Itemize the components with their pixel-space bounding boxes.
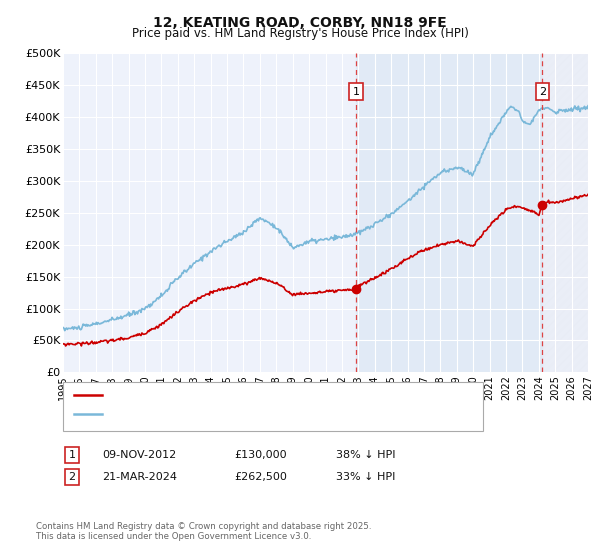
- Text: Contains HM Land Registry data © Crown copyright and database right 2025.
This d: Contains HM Land Registry data © Crown c…: [36, 522, 371, 542]
- Text: £262,500: £262,500: [234, 472, 287, 482]
- Text: £130,000: £130,000: [234, 450, 287, 460]
- Text: 33% ↓ HPI: 33% ↓ HPI: [336, 472, 395, 482]
- Text: HPI: Average price, detached house, North Northamptonshire: HPI: Average price, detached house, Nort…: [108, 409, 428, 419]
- Text: 1: 1: [68, 450, 76, 460]
- Bar: [542, 53, 588, 372]
- Text: Price paid vs. HM Land Registry's House Price Index (HPI): Price paid vs. HM Land Registry's House …: [131, 27, 469, 40]
- Text: 2: 2: [68, 472, 76, 482]
- Bar: [356, 53, 542, 372]
- Text: 38% ↓ HPI: 38% ↓ HPI: [336, 450, 395, 460]
- Text: 09-NOV-2012: 09-NOV-2012: [102, 450, 176, 460]
- Text: 21-MAR-2024: 21-MAR-2024: [102, 472, 177, 482]
- Text: 12, KEATING ROAD, CORBY, NN18 9FE (detached house): 12, KEATING ROAD, CORBY, NN18 9FE (detac…: [108, 390, 401, 400]
- Text: 2: 2: [539, 86, 546, 96]
- Text: 12, KEATING ROAD, CORBY, NN18 9FE: 12, KEATING ROAD, CORBY, NN18 9FE: [153, 16, 447, 30]
- Text: 1: 1: [353, 86, 359, 96]
